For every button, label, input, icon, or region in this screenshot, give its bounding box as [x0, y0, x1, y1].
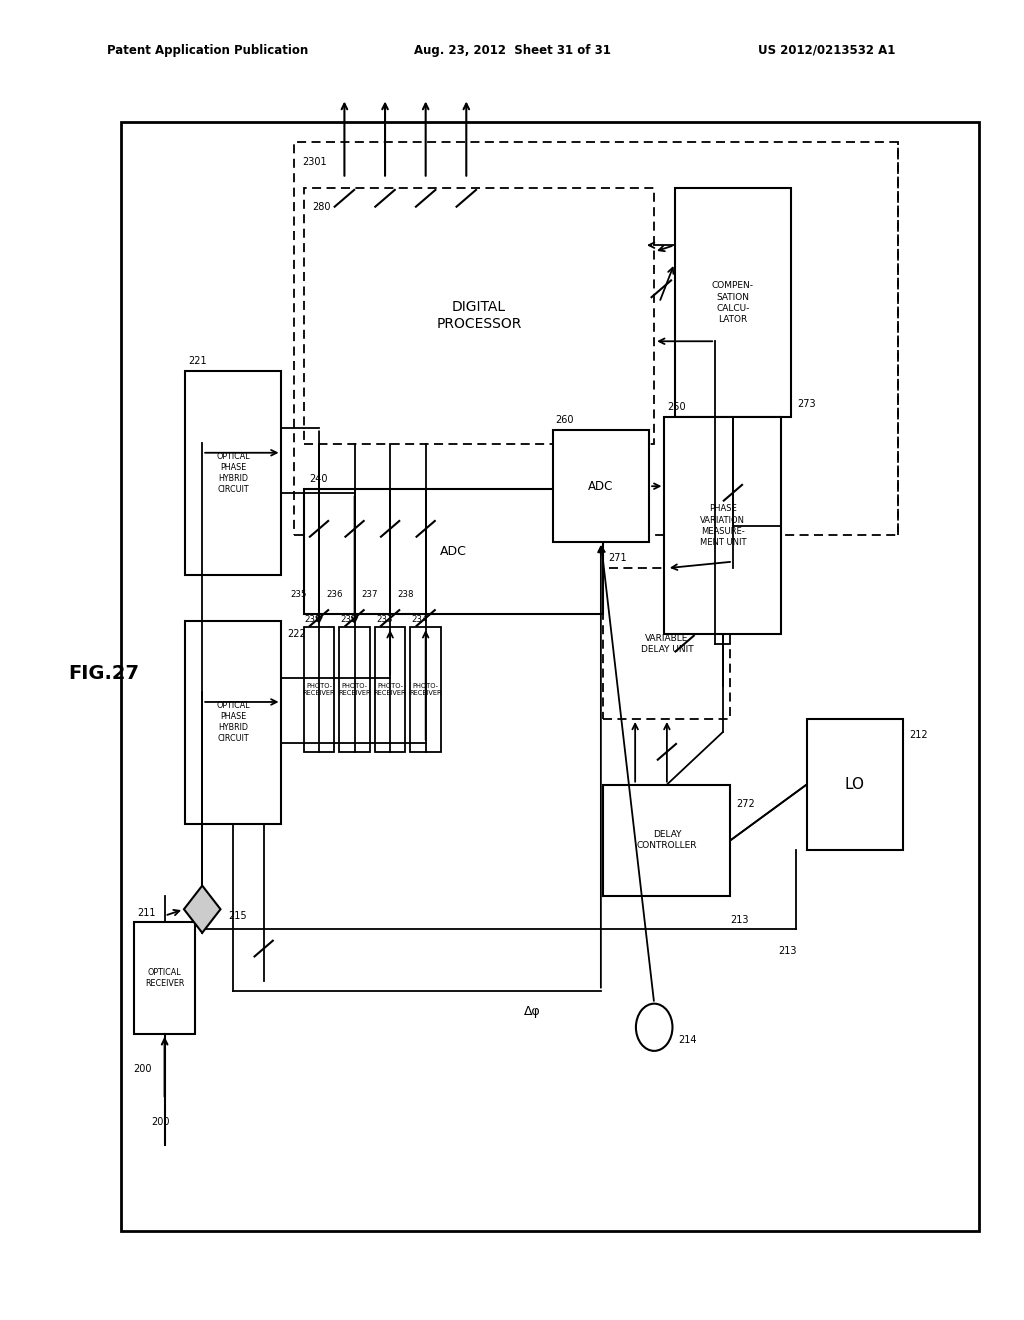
Text: 233: 233	[376, 615, 392, 624]
Bar	[675, 187, 792, 417]
Bar	[304, 490, 603, 614]
Text: 231: 231	[305, 615, 322, 624]
Text: LO: LO	[845, 777, 865, 792]
Bar	[603, 568, 730, 719]
Text: 213: 213	[730, 915, 749, 925]
Text: DIGITAL
PROCESSOR: DIGITAL PROCESSOR	[436, 300, 521, 331]
Text: 213: 213	[778, 946, 797, 956]
Bar	[665, 417, 781, 634]
Text: 215: 215	[228, 911, 247, 921]
Text: 240: 240	[309, 474, 328, 484]
Text: PHOTO-
RECEIVER: PHOTO- RECEIVER	[374, 682, 407, 696]
Text: US 2012/0213532 A1: US 2012/0213532 A1	[758, 44, 896, 57]
Text: PHOTO-
RECEIVER: PHOTO- RECEIVER	[410, 682, 442, 696]
Text: 2301: 2301	[302, 157, 327, 166]
Bar	[553, 430, 649, 543]
Text: ADC: ADC	[440, 545, 467, 558]
Text: 232: 232	[340, 615, 356, 624]
Text: 235: 235	[291, 590, 307, 599]
Bar	[603, 784, 730, 896]
Text: 221: 221	[188, 356, 207, 366]
Text: 222: 222	[288, 628, 306, 639]
Bar	[411, 627, 441, 752]
Bar	[185, 371, 282, 574]
Text: 214: 214	[679, 1035, 697, 1045]
Bar	[185, 620, 282, 824]
Text: 280: 280	[312, 202, 331, 213]
Bar	[807, 719, 903, 850]
Text: 271: 271	[608, 553, 627, 562]
Text: OPTICAL
PHASE
HYBRID
CIRCUIT: OPTICAL PHASE HYBRID CIRCUIT	[216, 451, 250, 494]
Bar	[121, 123, 979, 1230]
Bar	[375, 627, 406, 752]
Bar	[304, 627, 334, 752]
Text: Δφ: Δφ	[524, 1005, 541, 1018]
Text: 238: 238	[397, 590, 414, 599]
Text: 273: 273	[798, 399, 816, 409]
Polygon shape	[184, 886, 220, 933]
Text: Aug. 23, 2012  Sheet 31 of 31: Aug. 23, 2012 Sheet 31 of 31	[414, 44, 610, 57]
Text: 234: 234	[412, 615, 428, 624]
Text: 236: 236	[326, 590, 343, 599]
Text: 200: 200	[152, 1117, 170, 1127]
Text: 260: 260	[556, 414, 574, 425]
Text: ADC: ADC	[588, 479, 613, 492]
Text: PHASE
VARIATION
MEASURE-
MENT UNIT: PHASE VARIATION MEASURE- MENT UNIT	[699, 504, 746, 546]
Text: PHOTO-
RECEIVER: PHOTO- RECEIVER	[303, 682, 335, 696]
Bar	[339, 627, 370, 752]
Bar	[294, 141, 898, 536]
Text: OPTICAL
RECEIVER: OPTICAL RECEIVER	[145, 968, 184, 989]
Text: VARIABLE
DELAY UNIT: VARIABLE DELAY UNIT	[641, 634, 693, 653]
Text: 237: 237	[361, 590, 378, 599]
Text: 250: 250	[668, 401, 686, 412]
Text: 211: 211	[137, 908, 156, 919]
Text: Patent Application Publication: Patent Application Publication	[106, 44, 308, 57]
Bar	[304, 187, 654, 444]
Text: 272: 272	[736, 800, 756, 809]
Bar	[134, 923, 196, 1034]
Text: FIG.27: FIG.27	[69, 664, 139, 682]
Text: DELAY
CONTROLLER: DELAY CONTROLLER	[637, 830, 697, 850]
Text: OPTICAL
PHASE
HYBRID
CIRCUIT: OPTICAL PHASE HYBRID CIRCUIT	[216, 701, 250, 743]
Text: COMPEN-
SATION
CALCU-
LATOR: COMPEN- SATION CALCU- LATOR	[712, 281, 754, 323]
Text: 212: 212	[909, 730, 928, 739]
Text: PHOTO-
RECEIVER: PHOTO- RECEIVER	[338, 682, 371, 696]
Text: 200: 200	[133, 1064, 152, 1074]
